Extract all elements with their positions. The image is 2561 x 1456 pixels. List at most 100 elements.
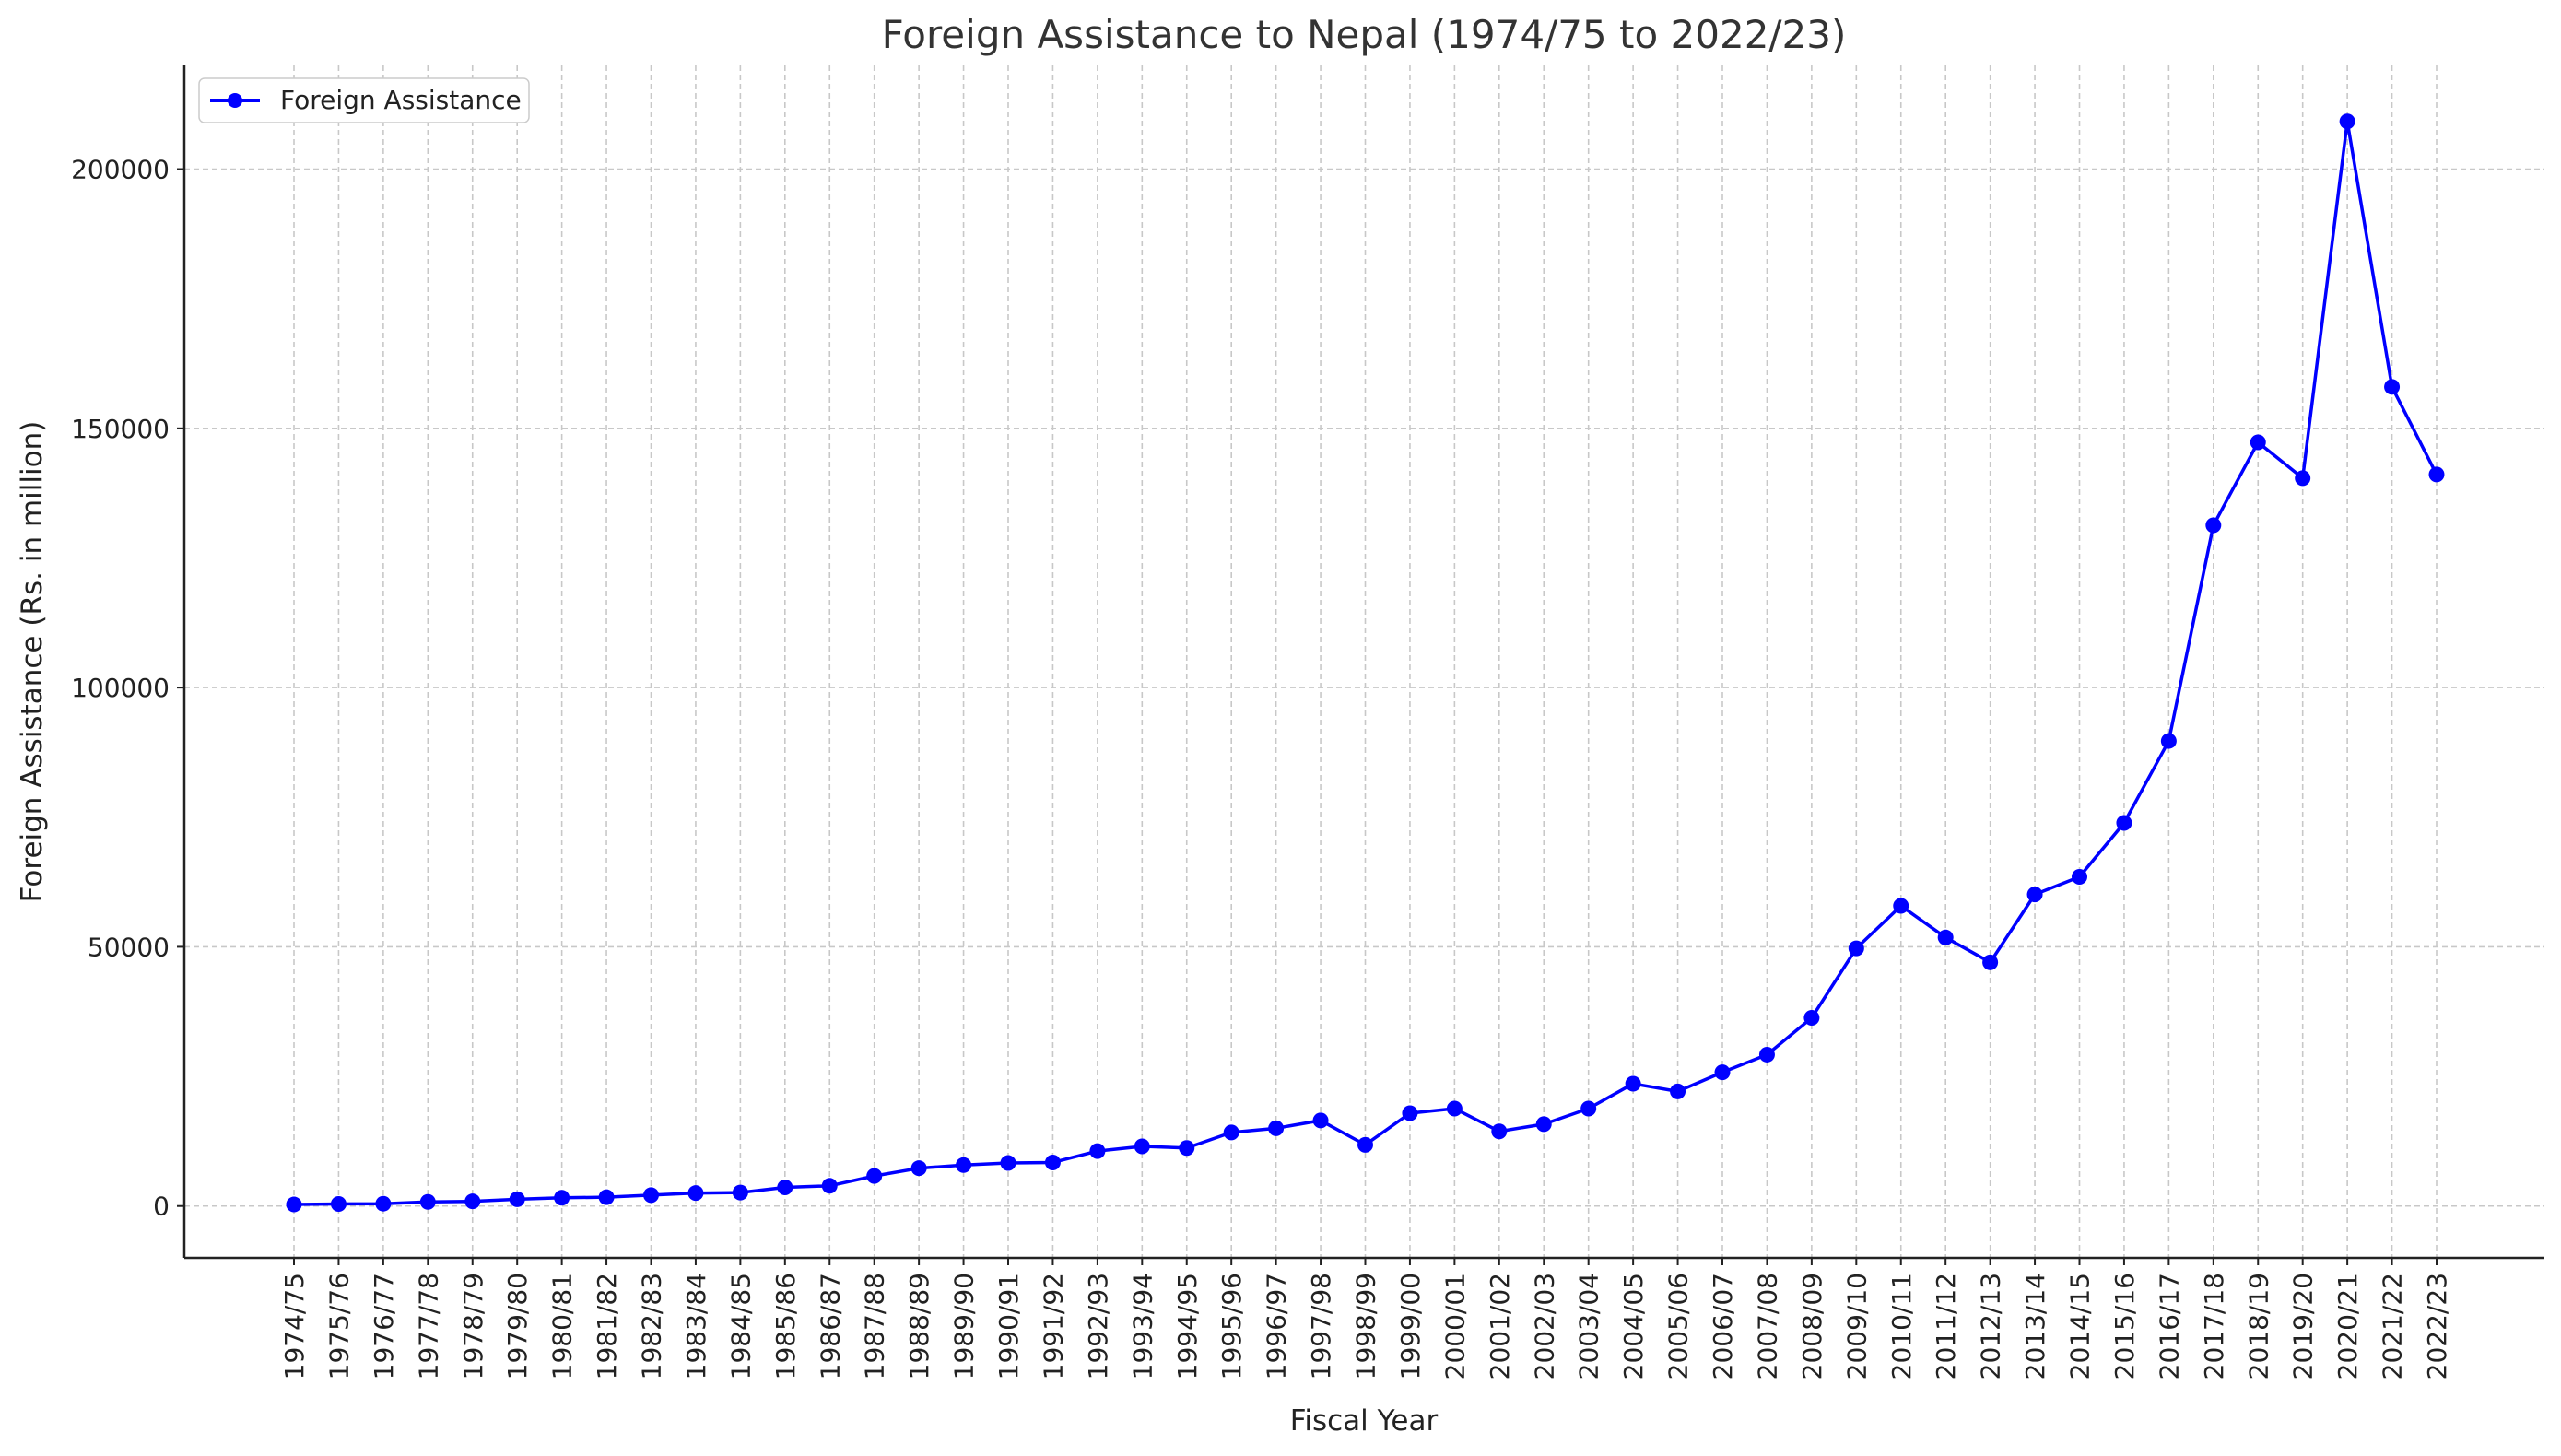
x-tick-label: 1991/92 (1038, 1273, 1068, 1380)
x-tick-label: 2007/08 (1752, 1273, 1782, 1380)
data-point (2295, 470, 2311, 487)
legend-label: Foreign Assistance (280, 85, 522, 115)
legend-box (198, 77, 530, 123)
y-tick-label: 200000 (71, 155, 170, 185)
y-axis-ticks: 0 50000 100000 150000 200000 (71, 155, 184, 1222)
data-point (1134, 1138, 1150, 1155)
y-tick-label: 150000 (71, 414, 170, 444)
x-tick-label: 2011/12 (1931, 1273, 1961, 1380)
x-tick-label: 2010/11 (1886, 1273, 1917, 1380)
data-point (1312, 1112, 1329, 1129)
x-tick-label: 2002/03 (1529, 1273, 1559, 1380)
x-tick-label: 1975/76 (323, 1273, 354, 1380)
data-point (1580, 1100, 1597, 1117)
data-point (1044, 1154, 1061, 1170)
x-tick-label: 2022/23 (2422, 1273, 2452, 1380)
data-point (1758, 1046, 1775, 1063)
data-point (1982, 954, 1999, 970)
x-tick-label: 2013/14 (2020, 1273, 2050, 1380)
x-tick-label: 1983/84 (681, 1273, 711, 1380)
data-point (1535, 1116, 1552, 1133)
grid (184, 65, 2544, 1258)
x-tick-label: 1994/95 (1172, 1273, 1203, 1380)
data-point (1893, 898, 1909, 914)
data-point (2339, 113, 2355, 130)
x-tick-label: 2020/21 (2332, 1273, 2363, 1380)
x-tick-label: 1990/91 (993, 1273, 1024, 1380)
x-tick-label: 1987/88 (860, 1273, 890, 1380)
data-point (1179, 1140, 1195, 1157)
data-point (509, 1191, 525, 1207)
x-axis-ticks: 1974/75 1975/76 1976/77 1977/78 1978/79 1979/… (279, 1258, 2452, 1380)
chart-title: Foreign Assistance to Nepal (1974/75 to … (882, 12, 1847, 57)
x-tick-label: 2005/06 (1663, 1273, 1694, 1380)
data-point (2072, 868, 2087, 885)
data-point (821, 1178, 838, 1194)
x-tick-label: 1976/77 (369, 1273, 399, 1380)
data-point (330, 1195, 347, 1212)
x-tick-label: 1996/97 (1262, 1273, 1292, 1380)
data-point (1625, 1075, 1641, 1092)
data-point (1714, 1064, 1731, 1081)
data-point (2116, 815, 2132, 831)
x-tick-label: 2008/09 (1797, 1273, 1827, 1380)
x-tick-label: 1999/00 (1395, 1273, 1426, 1380)
data-point (1000, 1155, 1016, 1171)
x-tick-label: 1998/99 (1351, 1273, 1381, 1380)
x-tick-label: 2000/01 (1439, 1273, 1470, 1380)
x-tick-label: 2019/20 (2288, 1273, 2319, 1380)
series-line (293, 120, 2438, 1206)
x-tick-label: 2003/04 (1574, 1273, 1604, 1380)
x-tick-label: 2009/10 (1841, 1273, 1872, 1380)
data-point (643, 1187, 659, 1204)
data-point (1357, 1136, 1373, 1153)
data-point (2384, 379, 2401, 395)
x-tick-label: 2014/15 (2065, 1273, 2096, 1380)
data-point (2026, 887, 2043, 903)
x-tick-label: 1985/86 (770, 1273, 801, 1380)
x-tick-label: 1986/87 (815, 1273, 845, 1380)
data-point (2205, 517, 2222, 534)
x-tick-label: 1993/94 (1127, 1273, 1157, 1380)
x-tick-label: 2015/16 (2109, 1273, 2140, 1380)
data-point (464, 1193, 481, 1210)
x-tick-label: 1988/89 (904, 1273, 934, 1380)
data-point (1402, 1105, 1418, 1121)
y-axis-label: Foreign Assistance (Rs. in million) (16, 421, 49, 903)
data-point (286, 1196, 302, 1213)
x-tick-label: 2004/05 (1618, 1273, 1649, 1380)
y-tick-label: 0 (153, 1192, 170, 1222)
data-point (2250, 434, 2266, 451)
x-tick-label: 2012/13 (1976, 1273, 2006, 1380)
data-point (1670, 1083, 1686, 1099)
data-point (910, 1160, 927, 1177)
data-point (1937, 929, 1954, 945)
x-tick-label: 2018/19 (2243, 1273, 2273, 1380)
x-axis-label: Fiscal Year (1290, 1404, 1439, 1438)
legend: Foreign Assistance (198, 77, 530, 123)
data-point (554, 1190, 570, 1206)
series-foreign-assistance (286, 113, 2445, 1213)
data-point (1268, 1120, 1285, 1136)
x-tick-label: 2006/07 (1708, 1273, 1738, 1380)
x-tick-label: 2016/17 (2154, 1273, 2184, 1380)
x-tick-label: 2021/22 (2378, 1273, 2408, 1380)
data-point (375, 1195, 392, 1212)
x-tick-label: 1979/80 (502, 1273, 533, 1380)
data-point (687, 1185, 704, 1202)
x-tick-label: 1974/75 (279, 1273, 310, 1380)
data-point (1491, 1123, 1508, 1140)
data-point (956, 1157, 972, 1173)
data-point (1089, 1143, 1106, 1159)
data-point (1848, 940, 1864, 957)
x-tick-label: 1977/78 (413, 1273, 443, 1380)
data-point (732, 1184, 748, 1201)
data-point (2428, 466, 2445, 483)
data-point (419, 1193, 436, 1210)
legend-marker (228, 93, 242, 108)
x-tick-label: 1981/82 (592, 1273, 622, 1380)
x-tick-label: 1992/93 (1083, 1273, 1113, 1380)
data-point (777, 1179, 793, 1195)
x-tick-label: 2001/02 (1485, 1273, 1515, 1380)
